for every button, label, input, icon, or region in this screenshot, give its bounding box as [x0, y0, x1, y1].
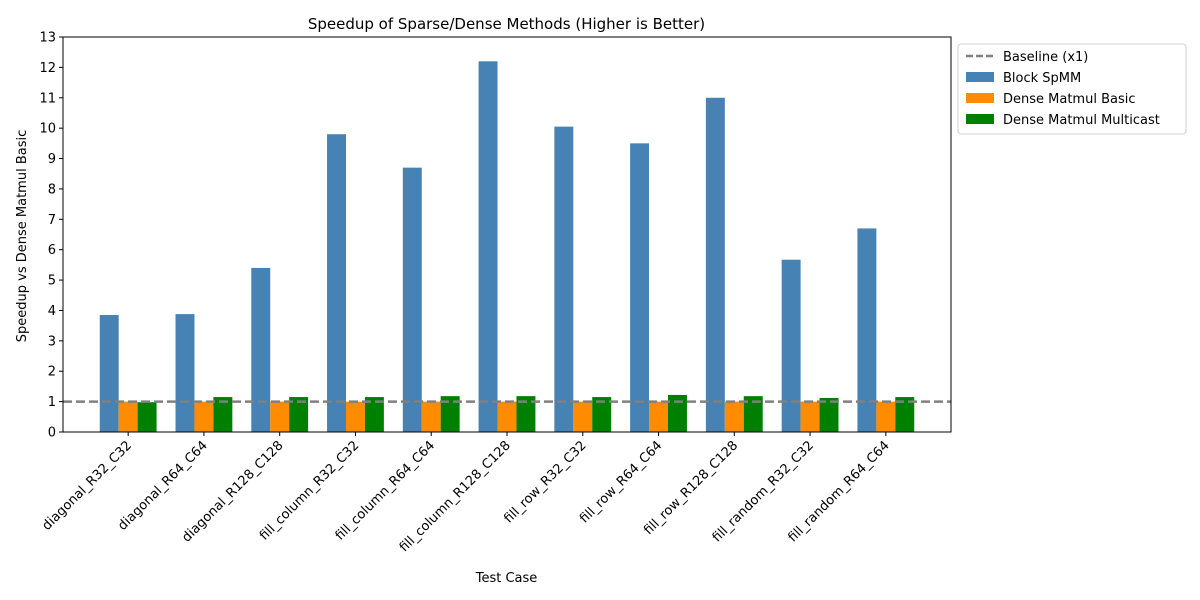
- legend-label: Dense Matmul Multicast: [1003, 113, 1160, 128]
- bar-block-spmm-fill_column_R64_C64: [402, 167, 422, 432]
- bar-dense-matmul-multicast-fill_row_R128_C128: [743, 396, 763, 432]
- y-tick-label: 7: [48, 213, 56, 228]
- bar-block-spmm-fill_row_R64_C64: [630, 143, 650, 432]
- bar-block-spmm-fill_column_R32_C32: [327, 134, 346, 432]
- bar-block-spmm-diagonal_R128_C128: [251, 267, 271, 432]
- bar-dense-matmul-basic-fill_random_R64_C64: [876, 401, 896, 432]
- legend-swatch-dense-matmul-multicast: [966, 114, 994, 124]
- legend-box: [957, 43, 1187, 135]
- y-tick-label: 9: [48, 152, 56, 167]
- y-tick-label: 12: [39, 61, 56, 76]
- bar-dense-matmul-multicast-diagonal_R64_C64: [213, 397, 233, 432]
- y-tick-label: 6: [48, 243, 56, 258]
- bar-dense-matmul-multicast-fill_random_R32_C32: [819, 397, 839, 432]
- axes-frame: [62, 36, 952, 433]
- legend: Baseline (x1) Block SpMM Dense Matmul Basi…: [957, 43, 1187, 135]
- bar-dense-matmul-multicast-fill_column_R32_C32: [364, 397, 384, 432]
- legend-label: Dense Matmul Basic: [1003, 92, 1136, 107]
- legend-swatch-block-spmm: [966, 72, 994, 82]
- y-axis-label: Speedup vs Dense Matmul Basic: [15, 130, 30, 342]
- legend-label: Baseline (x1): [1003, 50, 1088, 65]
- chart-title: Speedup of Sparse/Dense Methods (Higher …: [308, 15, 705, 33]
- y-tick-label: 5: [48, 274, 56, 289]
- legend-label: Block SpMM: [1003, 71, 1081, 86]
- y-tick-label: 3: [48, 334, 56, 349]
- y-tick-label: 10: [39, 122, 56, 137]
- bar-dense-matmul-basic-fill_random_R32_C32: [800, 401, 820, 432]
- bar-dense-matmul-basic-diagonal_R64_C64: [194, 401, 214, 432]
- y-tick-label: 11: [39, 91, 56, 106]
- bar-dense-matmul-basic-fill_row_R32_C32: [573, 401, 593, 432]
- bar-dense-matmul-multicast-diagonal_R128_C128: [289, 397, 309, 432]
- x-tick-label: fill_row_R64_C64: [577, 438, 665, 526]
- bar-dense-matmul-multicast-fill_column_R64_C64: [440, 396, 460, 432]
- bar-dense-matmul-multicast-fill_random_R64_C64: [895, 397, 915, 432]
- bar-block-spmm-fill_random_R64_C64: [857, 228, 877, 432]
- bar-dense-matmul-multicast-fill_row_R64_C64: [668, 394, 687, 432]
- bar-dense-matmul-basic-diagonal_R32_C32: [118, 401, 138, 432]
- bar-block-spmm-fill_column_R128_C128: [478, 61, 498, 433]
- y-tick-label: 13: [39, 31, 56, 46]
- bar-dense-matmul-basic-fill_column_R32_C32: [345, 401, 365, 432]
- plot-area: 012345678910111213diagonal_R32_C32diagon…: [39, 31, 952, 555]
- bar-dense-matmul-multicast-diagonal_R32_C32: [137, 402, 157, 432]
- legend-swatch-dense-matmul-basic: [966, 93, 994, 103]
- y-tick-label: 0: [48, 426, 56, 441]
- y-tick-label: 8: [48, 182, 56, 197]
- x-tick-label: fill_row_R32_C32: [501, 438, 589, 526]
- bar-dense-matmul-multicast-fill_row_R32_C32: [592, 397, 612, 432]
- y-tick-label: 1: [48, 395, 56, 410]
- y-tick-label: 4: [48, 304, 56, 319]
- x-axis-label: Test Case: [475, 571, 538, 586]
- bar-block-spmm-fill_row_R128_C128: [705, 97, 725, 433]
- bar-dense-matmul-basic-fill_column_R128_C128: [497, 401, 517, 432]
- bar-dense-matmul-basic-fill_row_R128_C128: [724, 401, 744, 432]
- bar-dense-matmul-basic-diagonal_R128_C128: [270, 401, 290, 432]
- bar-dense-matmul-basic-fill_column_R64_C64: [421, 401, 441, 432]
- bar-block-spmm-diagonal_R64_C64: [175, 314, 195, 432]
- bar-block-spmm-diagonal_R32_C32: [99, 315, 119, 432]
- bar-block-spmm-fill_random_R32_C32: [781, 259, 801, 432]
- bar-block-spmm-fill_row_R32_C32: [554, 126, 574, 432]
- y-tick-label: 2: [48, 365, 56, 380]
- bar-dense-matmul-basic-fill_row_R64_C64: [649, 401, 669, 432]
- bar-dense-matmul-multicast-fill_column_R128_C128: [516, 396, 536, 432]
